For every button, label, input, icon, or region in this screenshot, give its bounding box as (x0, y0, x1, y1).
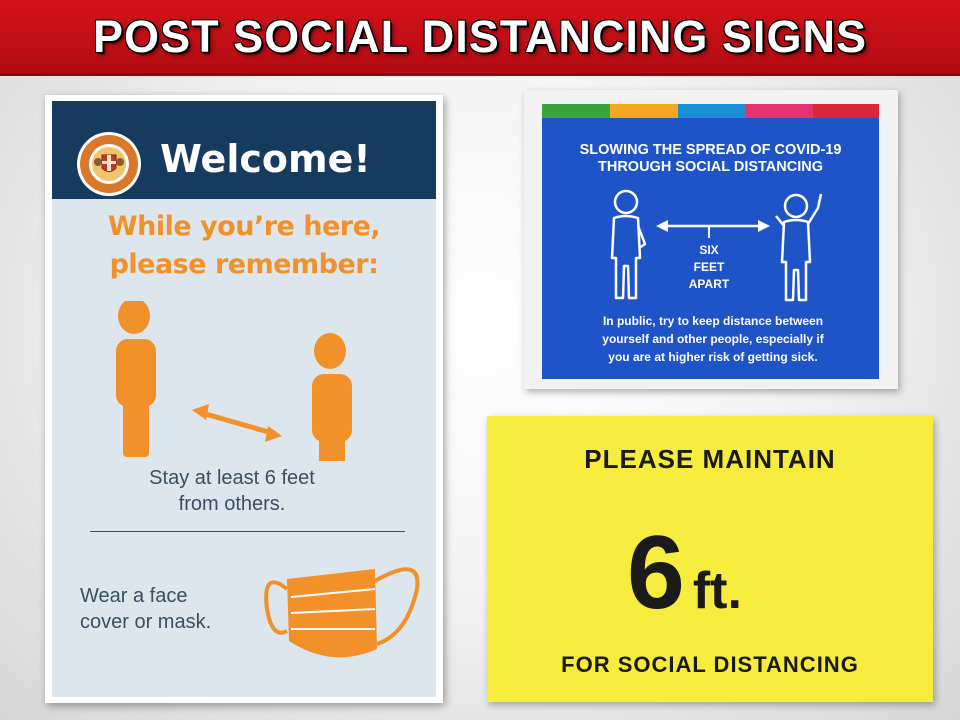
color-stripe-green (542, 104, 610, 118)
distance-instruction: Stay at least 6 feet from others. (82, 465, 382, 517)
six-number: 6 (627, 515, 685, 631)
welcome-poster: Welcome! While you’re here, please remem… (45, 95, 443, 703)
distancing-people-icon (116, 301, 352, 461)
welcome-header: Welcome! (52, 101, 436, 199)
covid-body-line-1: In public, try to keep distance between (602, 314, 824, 328)
six-feet-apart-label: SIX FEET APART (687, 242, 731, 293)
covid-title-line-1: SLOWING THE SPREAD OF COVID-19 (579, 142, 842, 158)
covid-sign: SLOWING THE SPREAD OF COVID-19 THROUGH S… (542, 104, 879, 379)
covid-sign-photo: SLOWING THE SPREAD OF COVID-19 THROUGH S… (524, 90, 898, 389)
please-maintain-text: PLEASE MAINTAIN (584, 444, 836, 474)
face-mask-icon (264, 567, 420, 658)
double-arrow-icon (192, 404, 282, 442)
ft-unit: ft. (692, 562, 742, 620)
banner-title: POST SOCIAL DISTANCING SIGNS (93, 10, 867, 62)
welcome-poster-body: Welcome! While you’re here, please remem… (52, 101, 436, 697)
mask-line-2: cover or mask. (80, 611, 212, 633)
apart-label: APART (688, 277, 730, 291)
distance-line-2: from others. (178, 493, 286, 515)
divider (90, 531, 405, 532)
covid-body-line-3: you are at higher risk of getting sick. (608, 350, 818, 364)
title-banner: POST SOCIAL DISTANCING SIGNS (0, 0, 960, 76)
covid-people-icon (610, 189, 823, 302)
six-label: SIX (699, 243, 719, 257)
distance-line-1: Stay at least 6 feet (149, 467, 315, 489)
mask-instruction: Wear a face cover or mask. (80, 583, 250, 635)
for-social-distancing-text: FOR SOCIAL DISTANCING (561, 652, 859, 677)
covid-body-line-2: yourself and other people, especially if (602, 332, 824, 346)
color-stripe-orange (610, 104, 678, 118)
six-ft-text: 6 ft. (627, 514, 742, 633)
color-stripe-red (813, 104, 879, 118)
mask-line-1: Wear a face (80, 585, 188, 607)
color-stripe-blue (678, 104, 745, 118)
feet-label: FEET (693, 260, 725, 274)
welcome-heading: Welcome! (160, 137, 371, 181)
yellow-distance-sign: PLEASE MAINTAIN 6 ft. FOR SOCIAL DISTANCI… (487, 416, 933, 702)
covid-title: SLOWING THE SPREAD OF COVID-19 THROUGH S… (542, 142, 879, 176)
covid-body-text: In public, try to keep distance between … (582, 312, 844, 366)
covid-title-line-2: THROUGH SOCIAL DISTANCING (597, 159, 824, 175)
color-stripe-pink (745, 104, 813, 118)
county-seal-icon (77, 132, 141, 196)
remember-line-2: please remember: (109, 249, 379, 280)
remember-line-1: While you’re here, (107, 211, 381, 242)
